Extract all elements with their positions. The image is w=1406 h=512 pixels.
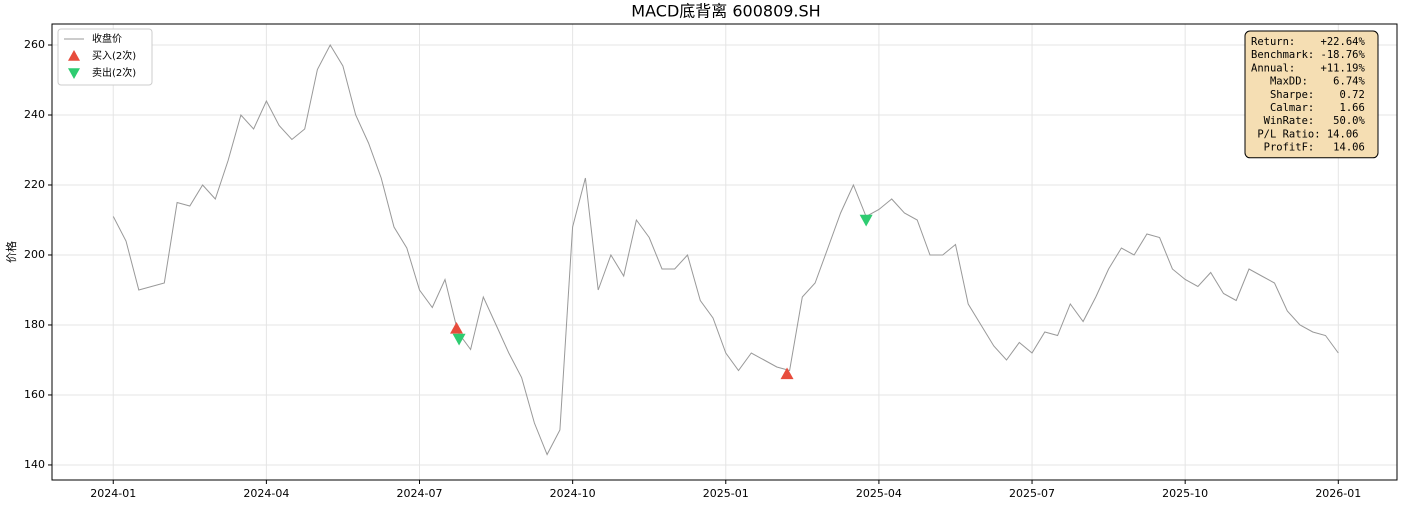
stats-line: WinRate: 50.0% [1251,115,1365,127]
stats-line: ProfitF: 14.06 [1251,142,1365,154]
x-tick-label: 2024-04 [243,487,289,500]
y-tick-label: 160 [24,388,45,401]
buy-marker [450,321,464,334]
x-tick-label: 2025-04 [856,487,902,500]
x-tick-label: 2024-10 [550,487,596,500]
x-tick-label: 2026-01 [1315,487,1361,500]
x-tick-label: 2025-01 [703,487,749,500]
legend-label: 买入(2次) [92,49,136,62]
legend-swatch [68,68,80,79]
stats-line: MaxDD: 6.74% [1251,76,1365,88]
chart-title: MACD底背离 600809.SH [631,2,820,21]
y-tick-label: 260 [24,38,45,51]
legend-label: 卖出(2次) [92,66,136,79]
x-tick-label: 2024-07 [397,487,443,500]
y-tick-label: 240 [24,108,45,121]
stats-line: Benchmark: -18.76% [1251,49,1365,61]
stats-line: Return: +22.64% [1251,36,1365,48]
stats-line: P/L Ratio: 14.06 [1251,128,1358,140]
x-tick-label: 2025-10 [1162,487,1208,500]
x-tick-label: 2024-01 [90,487,136,500]
price-line [112,43,1339,456]
stats-box [1244,30,1379,159]
y-tick-label: 200 [24,248,45,261]
stats-line: Annual: +11.19% [1251,62,1365,74]
stats-line: Sharpe: 0.72 [1251,89,1365,101]
y-tick-label: 180 [24,318,45,331]
y-tick-label: 220 [24,178,45,191]
sell-marker [452,333,466,346]
plot-frame [51,23,1398,481]
x-tick-label: 2025-07 [1009,487,1055,500]
legend-box [57,28,153,86]
y-axis-label: 价格 [4,241,18,263]
stats-line: Calmar: 1.66 [1251,102,1365,114]
buy-marker [780,367,794,380]
legend-swatch [68,50,80,61]
legend-label: 收盘价 [92,32,122,45]
sell-marker [859,214,873,227]
y-tick-label: 140 [24,458,45,471]
